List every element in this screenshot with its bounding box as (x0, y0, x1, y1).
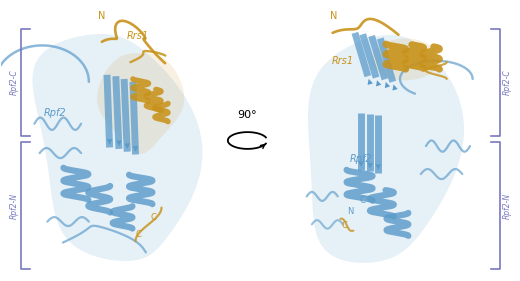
Text: N: N (331, 11, 338, 21)
Text: Rpf2: Rpf2 (44, 108, 67, 117)
Text: Rpf2-N: Rpf2-N (503, 192, 512, 219)
Polygon shape (308, 35, 464, 263)
Text: Rpf2-N: Rpf2-N (9, 192, 18, 219)
Text: N: N (347, 207, 354, 216)
Polygon shape (371, 38, 439, 80)
Text: C: C (342, 221, 347, 230)
Polygon shape (32, 34, 202, 261)
Text: C: C (360, 196, 366, 205)
Text: N: N (98, 11, 106, 21)
Text: C: C (135, 230, 141, 239)
Text: Rrs1: Rrs1 (332, 56, 354, 66)
Text: Rpf2-C: Rpf2-C (9, 70, 18, 95)
Text: Rpf2: Rpf2 (350, 154, 372, 164)
Text: 90°: 90° (238, 110, 257, 119)
Text: Rpf2-C: Rpf2-C (503, 70, 512, 95)
Polygon shape (97, 53, 184, 154)
Text: Rrs1: Rrs1 (127, 31, 149, 41)
Text: C: C (151, 213, 157, 222)
